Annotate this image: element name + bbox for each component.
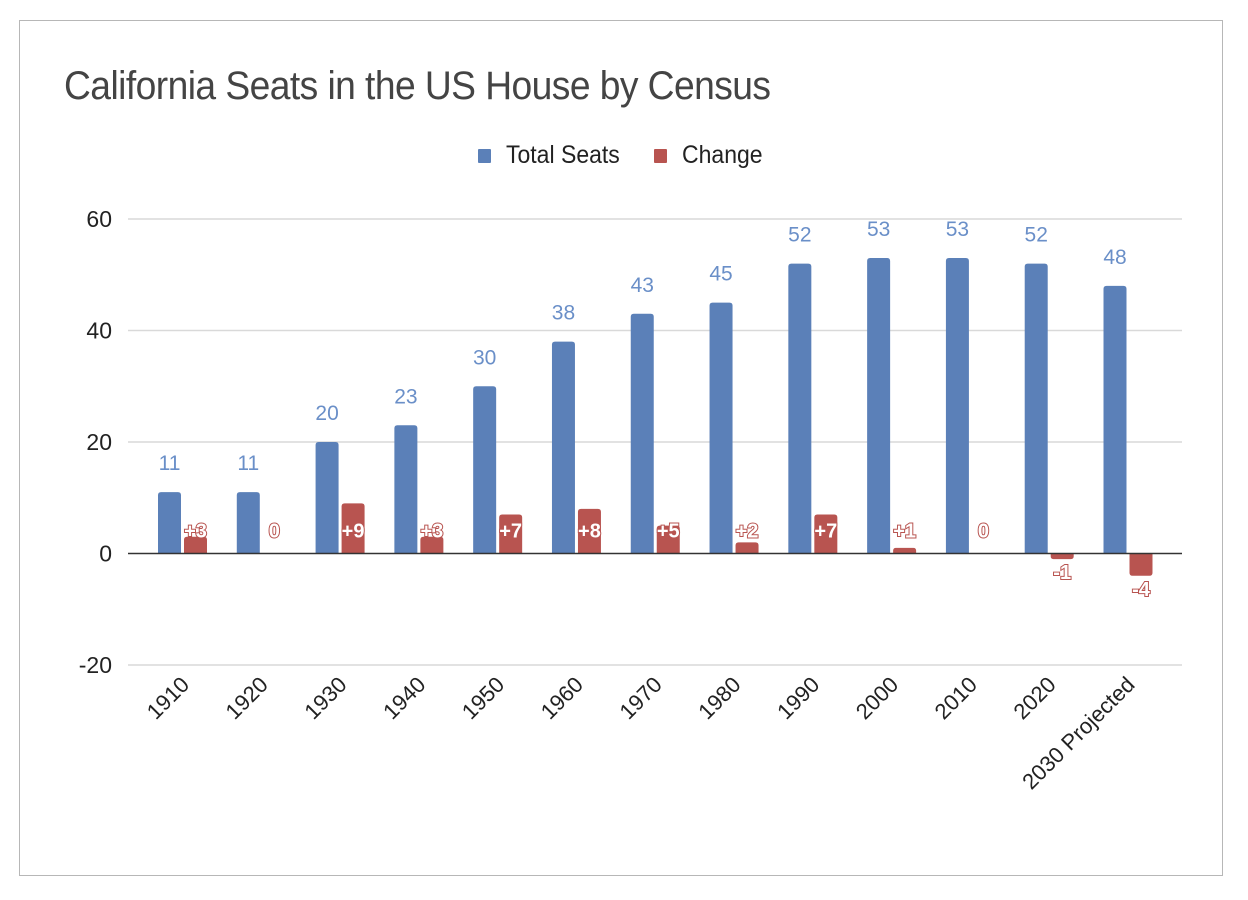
data-label-total-seats: 53 bbox=[946, 218, 969, 241]
bar-change bbox=[735, 542, 759, 554]
bar-total-seats bbox=[473, 386, 497, 554]
x-tick-label: 1990 bbox=[772, 672, 824, 724]
y-tick-label: 60 bbox=[86, 206, 112, 232]
x-tick-label: 1970 bbox=[614, 672, 666, 724]
data-label-total-seats: 52 bbox=[1025, 224, 1048, 247]
chart-card bbox=[19, 20, 1223, 876]
legend-label-change: Change bbox=[682, 141, 763, 169]
data-label-total-seats: 45 bbox=[709, 263, 732, 286]
x-tick-label: 1980 bbox=[693, 672, 745, 724]
bars bbox=[158, 258, 1153, 576]
data-label-change: -1 bbox=[1053, 562, 1071, 584]
data-label-total-seats: 43 bbox=[631, 274, 654, 297]
data-label-total-seats: 38 bbox=[552, 302, 575, 325]
data-label-change: -4 bbox=[1132, 579, 1151, 601]
data-label-total-seats: 23 bbox=[394, 385, 417, 408]
bar-change bbox=[341, 503, 365, 554]
y-tick-label: 20 bbox=[86, 429, 112, 455]
data-label-change: +7 bbox=[499, 521, 522, 543]
bar-change bbox=[577, 508, 601, 554]
data-label-change: +8 bbox=[578, 521, 601, 543]
x-tick-label: 2020 bbox=[1008, 672, 1060, 724]
bar-total-seats bbox=[788, 263, 812, 554]
data-label-change: 0 bbox=[978, 521, 989, 543]
bar-change bbox=[1050, 553, 1074, 560]
bar-change bbox=[893, 547, 917, 554]
chart-title: California Seats in the US House by Cens… bbox=[64, 64, 771, 108]
data-label-change: +7 bbox=[814, 521, 837, 543]
data-label-change: +5 bbox=[657, 521, 680, 543]
legend-label-total-seats: Total Seats bbox=[506, 141, 621, 169]
data-label-change: +3 bbox=[184, 521, 207, 543]
bar-change bbox=[656, 525, 680, 554]
data-label-change: +3 bbox=[420, 521, 443, 543]
bar-change bbox=[184, 536, 207, 554]
data-label-change: +2 bbox=[736, 521, 759, 543]
x-tick-label: 2000 bbox=[851, 672, 903, 724]
data-label-total-seats: 11 bbox=[237, 452, 259, 475]
x-tick-label: 1930 bbox=[299, 672, 351, 724]
x-tick-label: 1910 bbox=[142, 672, 194, 724]
x-tick-label: 2010 bbox=[930, 672, 982, 724]
data-label-total-seats: 20 bbox=[315, 402, 338, 425]
legend-swatch-change bbox=[654, 148, 668, 163]
data-label-total-seats: 52 bbox=[788, 224, 811, 247]
bar-total-seats bbox=[945, 258, 969, 554]
data-labels: 11 +3 11 0 20 +9 23 +3 30 +7 38 +8 43 +5 45 +2 52 +7 53 +1 5… bbox=[159, 218, 1152, 602]
bar-change bbox=[1129, 553, 1153, 576]
bar-change bbox=[420, 536, 444, 554]
data-label-change: 0 bbox=[269, 521, 280, 543]
x-tick-label: 1950 bbox=[457, 672, 509, 724]
x-tick-label: 1920 bbox=[221, 672, 273, 724]
data-label-total-seats: 48 bbox=[1103, 246, 1126, 269]
chart-legend: Total Seats Change bbox=[0, 141, 1248, 170]
bar-total-seats bbox=[709, 302, 733, 554]
gridlines bbox=[128, 218, 1182, 666]
bar-change bbox=[499, 514, 523, 554]
x-tick-label: 1960 bbox=[536, 672, 588, 724]
data-label-total-seats: 53 bbox=[867, 218, 890, 241]
bar-total-seats bbox=[315, 442, 339, 554]
bar-change bbox=[814, 514, 838, 554]
y-tick-label: 0 bbox=[99, 541, 112, 567]
x-tick-label: 1940 bbox=[378, 672, 430, 724]
bar-total-seats bbox=[1024, 263, 1048, 554]
data-label-total-seats: 30 bbox=[473, 346, 496, 369]
bar-total-seats bbox=[1103, 285, 1127, 554]
y-axis-ticks: 60 40 20 0 -20 bbox=[79, 206, 112, 678]
data-label-total-seats: 11 bbox=[159, 452, 181, 475]
bar-total-seats bbox=[394, 425, 418, 554]
bar-total-seats bbox=[551, 341, 575, 554]
x-axis-ticks: 1910 1920 1930 1940 1950 1960 1970 1980 1990 2000… bbox=[142, 672, 1140, 794]
legend-item-change[interactable]: Change bbox=[654, 141, 770, 170]
legend-item-total-seats[interactable]: Total Seats bbox=[478, 141, 630, 170]
legend-swatch-total-seats bbox=[478, 148, 492, 163]
bar-total-seats bbox=[236, 492, 260, 554]
y-tick-label: 40 bbox=[86, 318, 112, 344]
bar-total-seats bbox=[867, 258, 891, 554]
data-label-change: +9 bbox=[342, 521, 365, 543]
bar-total-seats bbox=[158, 492, 181, 554]
y-tick-label: -20 bbox=[79, 652, 112, 678]
bar-total-seats bbox=[630, 313, 654, 554]
data-label-change: +1 bbox=[893, 521, 916, 543]
